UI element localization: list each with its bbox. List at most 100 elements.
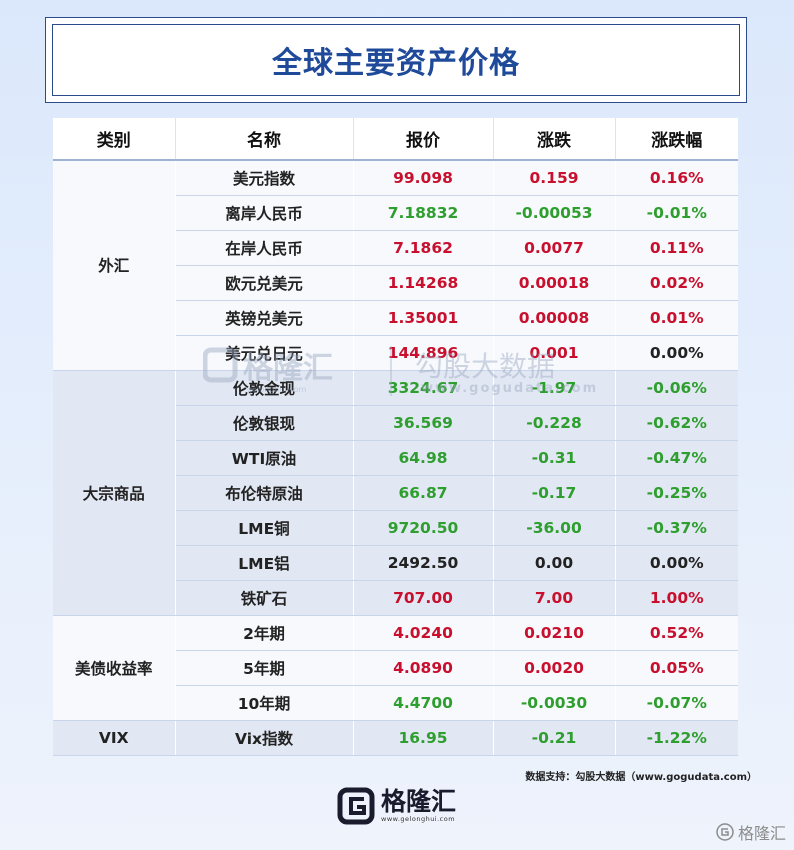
brand-logo: 格隆汇 www.gelonghui.com [337,785,456,827]
name-cell: 伦敦银现 [175,405,354,441]
price-cell: 4.4700 [353,685,494,721]
price-cell: 4.0890 [353,650,494,686]
pct-cell: 0.52% [615,615,738,651]
table-row: 5年期 4.0890 0.0020 0.05% [53,650,738,686]
table-row: 离岸人民币 7.18832 -0.00053 -0.01% [53,195,738,231]
pct-cell: -0.37% [615,510,738,546]
asset-price-table: 类别 名称 报价 涨跌 涨跌幅 外汇 美元指数 99.098 0.159 0.16% 离岸… [53,118,738,756]
price-cell: 707.00 [353,580,494,616]
pct-cell: 0.00% [615,545,738,581]
table-group: 大宗商品 伦敦金现 3324.67 -1.97 -0.06% 伦敦银现 36.569 -0.2… [53,370,738,616]
category-cell: 美债收益率 [53,615,176,721]
price-cell: 3324.67 [353,370,494,406]
change-cell: -0.00053 [493,195,616,231]
corner-watermark: 格隆汇 [715,820,786,844]
pct-cell: 0.01% [615,300,738,336]
header-category: 类别 [53,118,176,161]
price-cell: 99.098 [353,160,494,196]
header-change: 涨跌 [493,118,616,161]
pct-cell: 0.11% [615,230,738,266]
table-group: 外汇 美元指数 99.098 0.159 0.16% 离岸人民币 7.18832 -0.000… [53,160,738,371]
price-cell: 1.35001 [353,300,494,336]
change-cell: 0.00018 [493,265,616,301]
table-group: VIX Vix指数 16.95 -0.21 -1.22% [53,720,738,756]
name-cell: LME铝 [175,545,354,581]
pct-cell: -0.25% [615,475,738,511]
change-cell: -0.31 [493,440,616,476]
name-cell: 2年期 [175,615,354,651]
pct-cell: 0.02% [615,265,738,301]
price-cell: 66.87 [353,475,494,511]
table-row: 英镑兑美元 1.35001 0.00008 0.01% [53,300,738,336]
pct-cell: 1.00% [615,580,738,616]
name-cell: 10年期 [175,685,354,721]
price-cell: 7.1862 [353,230,494,266]
logo-url: www.gelonghui.com [381,815,456,823]
table-row: LME铜 9720.50 -36.00 -0.37% [53,510,738,546]
category-cell: 外汇 [53,160,176,371]
table-row: LME铝 2492.50 0.00 0.00% [53,545,738,581]
price-cell: 1.14268 [353,265,494,301]
price-cell: 7.18832 [353,195,494,231]
name-cell: 美元指数 [175,160,354,196]
corner-watermark-text: 格隆汇 [737,824,786,843]
table-row: 大宗商品 伦敦金现 3324.67 -1.97 -0.06% [53,370,738,616]
name-cell: 伦敦金现 [175,370,354,406]
logo-name: 格隆汇 [381,787,457,816]
logo-text-block: 格隆汇 www.gelonghui.com [381,787,457,824]
change-cell: 7.00 [493,580,616,616]
price-cell: 2492.50 [353,545,494,581]
change-cell: -0.21 [493,720,616,756]
page-title: 全球主要资产价格 [272,46,520,81]
corner-logo-icon [716,823,734,841]
pct-cell: 0.16% [615,160,738,196]
table-row: 美元兑日元 144.896 0.001 0.00% [53,335,738,371]
change-cell: -1.97 [493,370,616,406]
category-cell: 大宗商品 [53,370,176,616]
pct-cell: -0.01% [615,195,738,231]
table-row: 在岸人民币 7.1862 0.0077 0.11% [53,230,738,266]
header-pct: 涨跌幅 [615,118,738,161]
price-cell: 4.0240 [353,615,494,651]
name-cell: 离岸人民币 [175,195,354,231]
pct-cell: -1.22% [615,720,738,756]
title-inner-frame: 全球主要资产价格 [52,24,740,96]
table-row: VIX Vix指数 16.95 -0.21 -1.22% [53,720,738,756]
table-row: 布伦特原油 66.87 -0.17 -0.25% [53,475,738,511]
pct-cell: -0.06% [615,370,738,406]
price-cell: 64.98 [353,440,494,476]
data-source-note: 数据支持：勾股大数据（www.gogudata.com） [525,772,757,783]
name-cell: Vix指数 [175,720,354,756]
pct-cell: -0.47% [615,440,738,476]
table-row: 外汇 美元指数 99.098 0.159 0.16% [53,160,738,371]
pct-cell: -0.07% [615,685,738,721]
change-cell: -0.0030 [493,685,616,721]
name-cell: WTI原油 [175,440,354,476]
name-cell: 美元兑日元 [175,335,354,371]
title-frame: 全球主要资产价格 [45,17,747,103]
change-cell: 0.00 [493,545,616,581]
table-row: 美债收益率 2年期 4.0240 0.0210 0.52% [53,615,738,721]
price-cell: 36.569 [353,405,494,441]
pct-cell: -0.62% [615,405,738,441]
change-cell: 0.0020 [493,650,616,686]
table-row: 铁矿石 707.00 7.00 1.00% [53,580,738,616]
name-cell: 欧元兑美元 [175,265,354,301]
header-price: 报价 [353,118,494,161]
change-cell: 0.001 [493,335,616,371]
price-cell: 9720.50 [353,510,494,546]
table-row: 伦敦银现 36.569 -0.228 -0.62% [53,405,738,441]
pct-cell: 0.05% [615,650,738,686]
name-cell: 铁矿石 [175,580,354,616]
header-name: 名称 [175,118,354,161]
change-cell: -36.00 [493,510,616,546]
table-row: 10年期 4.4700 -0.0030 -0.07% [53,685,738,721]
name-cell: 在岸人民币 [175,230,354,266]
change-cell: -0.17 [493,475,616,511]
table-header-row: 类别 名称 报价 涨跌 涨跌幅 [53,118,738,161]
price-cell: 16.95 [353,720,494,756]
table-row: 欧元兑美元 1.14268 0.00018 0.02% [53,265,738,301]
change-cell: 0.0077 [493,230,616,266]
gelonghui-logo-icon [337,787,375,825]
price-cell: 144.896 [353,335,494,371]
